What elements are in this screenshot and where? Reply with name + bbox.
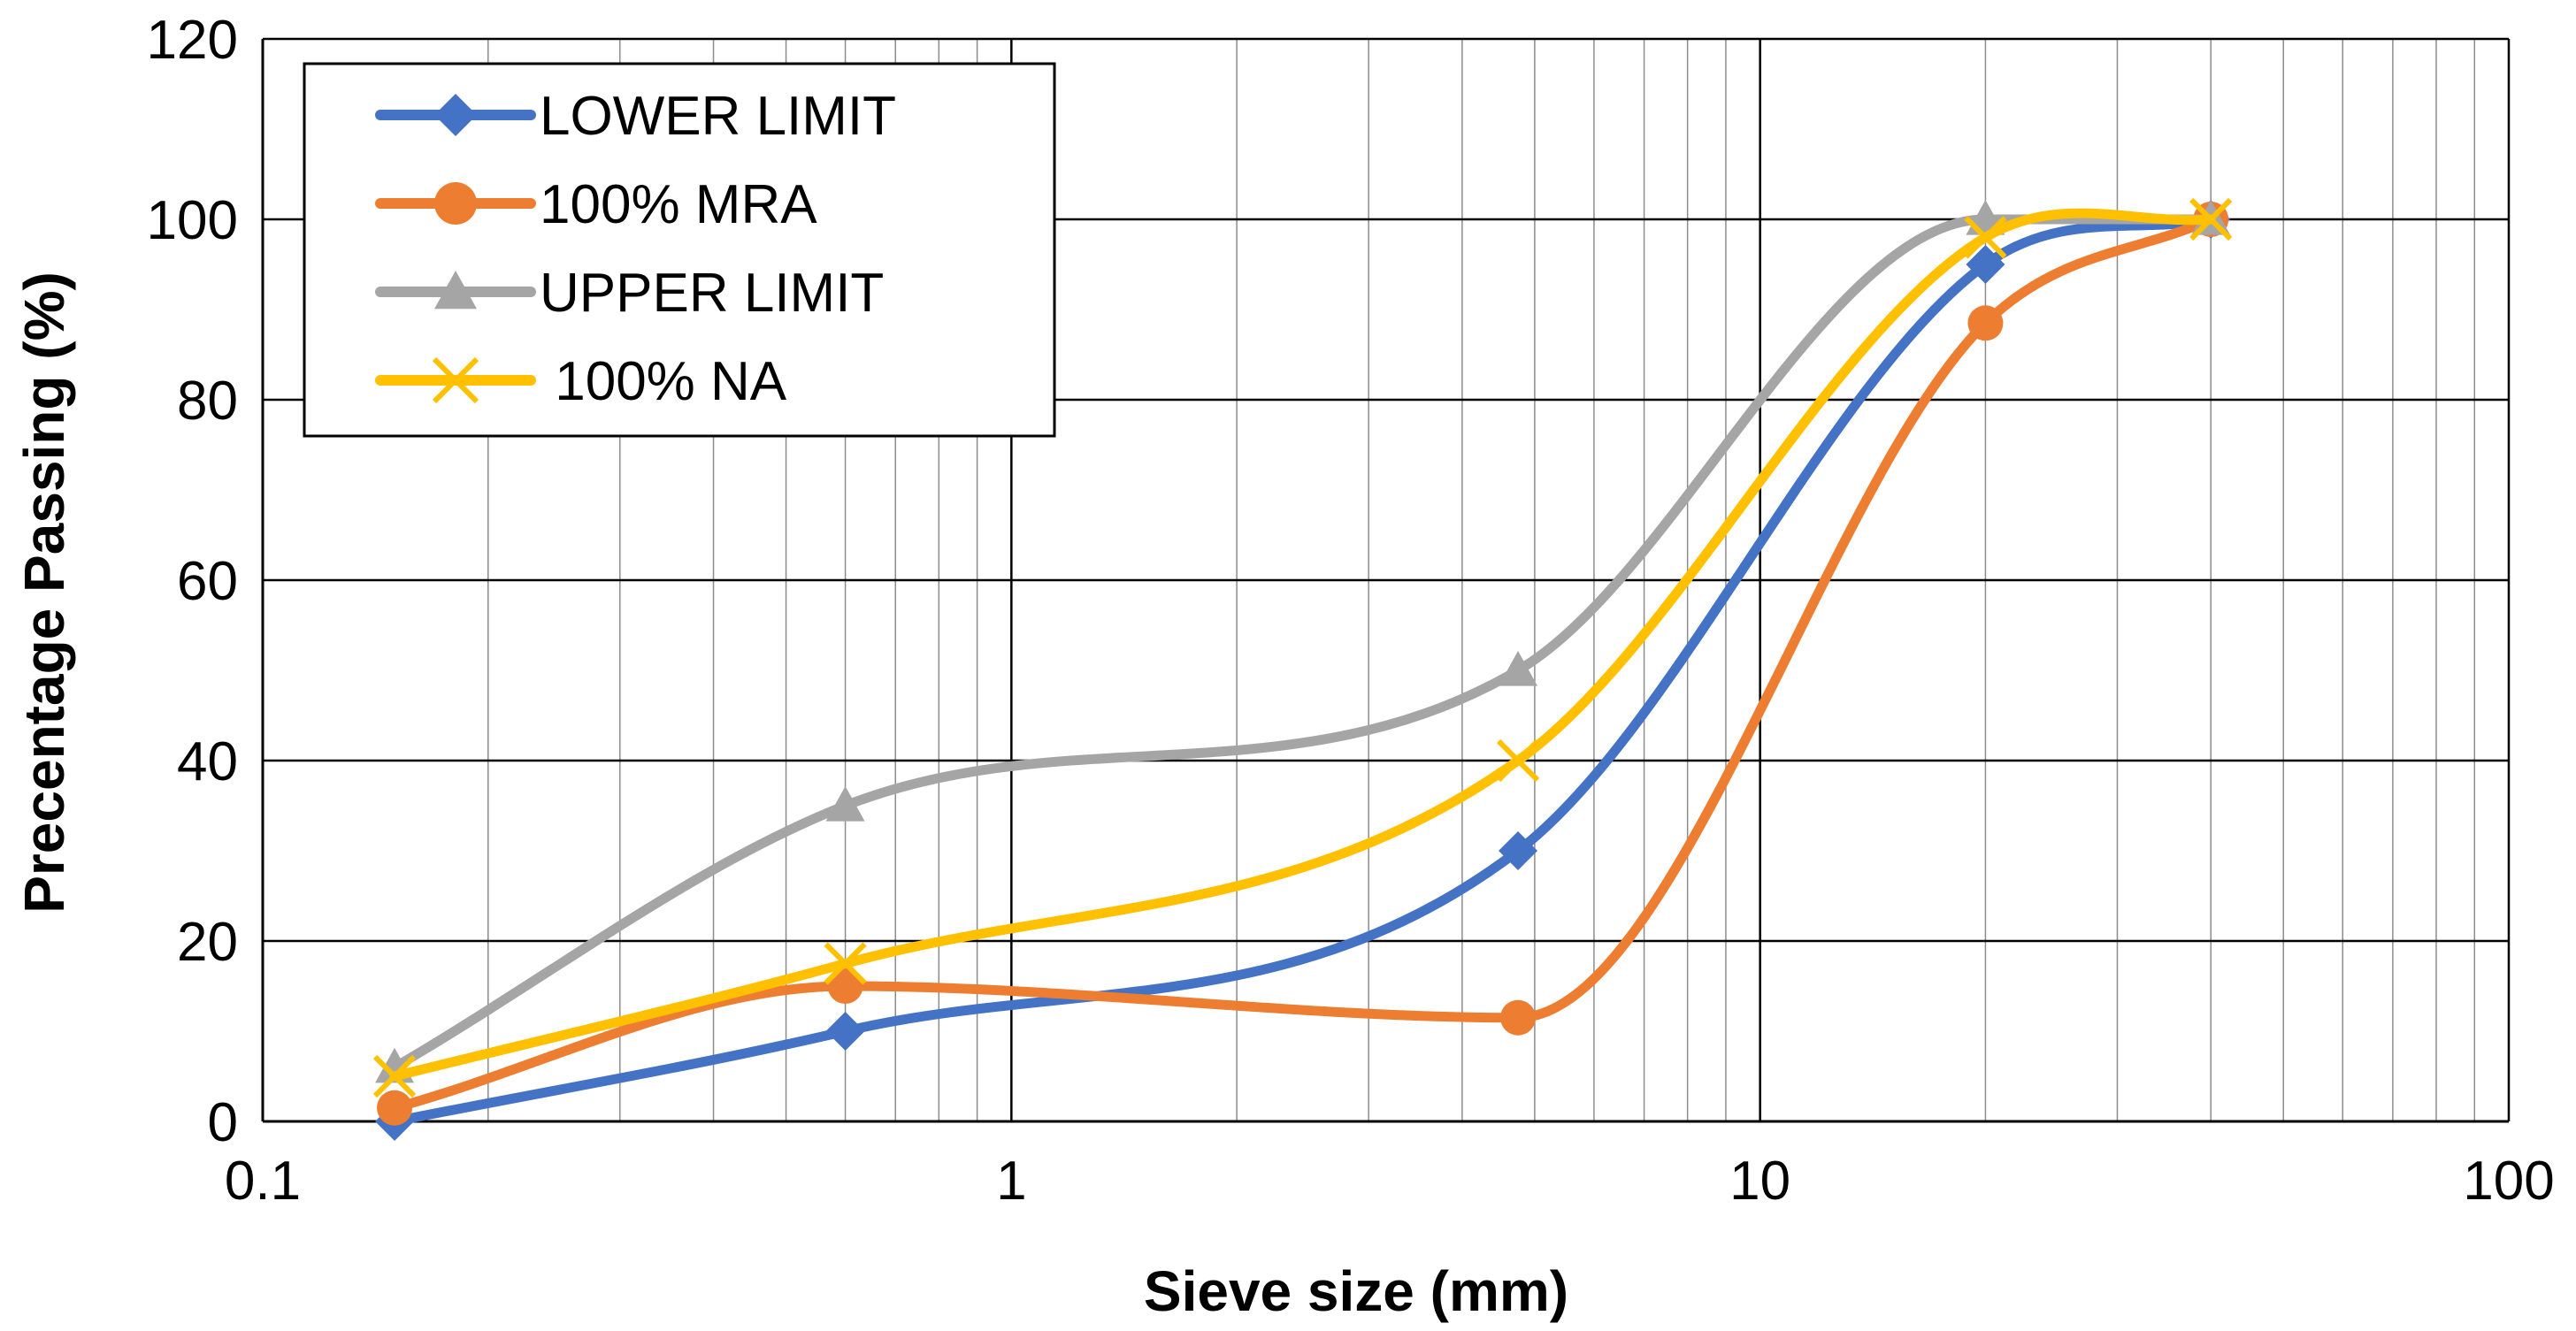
data-point-100-mra xyxy=(827,968,863,1004)
legend-item-lower-limit: LOWER LIMIT xyxy=(375,86,896,147)
series-layer xyxy=(372,197,2233,1141)
major-gridlines xyxy=(261,37,2511,1123)
legend-item-100-na: 100% NA xyxy=(375,351,787,412)
data-point-100-na xyxy=(824,942,867,985)
axes xyxy=(261,39,2509,1123)
legend-label: LOWER LIMIT xyxy=(540,86,896,147)
data-point-lower-limit xyxy=(1499,831,1538,870)
legend: LOWER LIMIT 100% MRA UPPER LIMIT 100% NA xyxy=(303,62,1056,438)
legend-item-100-mra: 100% MRA xyxy=(375,174,817,235)
data-point-100-na xyxy=(372,1054,417,1098)
y-tick-label: 120 xyxy=(147,10,238,71)
data-point-100-na xyxy=(2189,197,2233,241)
x-axis-title: Sieve size (mm) xyxy=(1144,1259,1568,1323)
legend-marker xyxy=(434,271,477,310)
legend-marker xyxy=(434,94,477,136)
data-point-100-na xyxy=(1496,738,1540,783)
y-tick-label: 100 xyxy=(147,190,238,251)
data-point-100-na xyxy=(1964,216,2007,259)
legend-label: UPPER LIMIT xyxy=(540,263,884,324)
x-tick-label: 100 xyxy=(2463,1151,2554,1212)
y-tick-label: 60 xyxy=(177,551,238,612)
data-point-upper-limit xyxy=(825,786,865,822)
data-point-100-mra xyxy=(1967,305,2004,341)
x-tick-label: 0.1 xyxy=(225,1151,301,1212)
legend-marker xyxy=(432,356,479,404)
data-point-upper-limit xyxy=(1499,651,1538,686)
series-100-na xyxy=(372,197,2233,1098)
y-axis-title: Precentage Passing (%) xyxy=(12,272,76,914)
legend-label: 100% NA xyxy=(540,351,787,412)
x-tick-label: 1 xyxy=(996,1151,1026,1212)
y-tick-label: 80 xyxy=(177,371,238,432)
legend-box xyxy=(303,62,1056,438)
y-tick-label: 20 xyxy=(177,912,238,973)
data-point-100-mra xyxy=(377,1090,413,1126)
x-tick-label: 10 xyxy=(1729,1151,1790,1212)
data-point-lower-limit xyxy=(1966,245,2005,284)
legend-item-upper-limit: UPPER LIMIT xyxy=(375,263,884,324)
data-point-lower-limit xyxy=(825,1012,865,1051)
legend-marker xyxy=(434,182,477,225)
tick-labels: 0 20 40 60 80 100 120 0.1 1 10 100 xyxy=(147,10,2555,1212)
y-tick-label: 0 xyxy=(208,1092,238,1153)
y-tick-label: 40 xyxy=(177,731,238,792)
data-point-100-mra xyxy=(1500,999,1537,1036)
legend-label: 100% MRA xyxy=(540,174,817,235)
